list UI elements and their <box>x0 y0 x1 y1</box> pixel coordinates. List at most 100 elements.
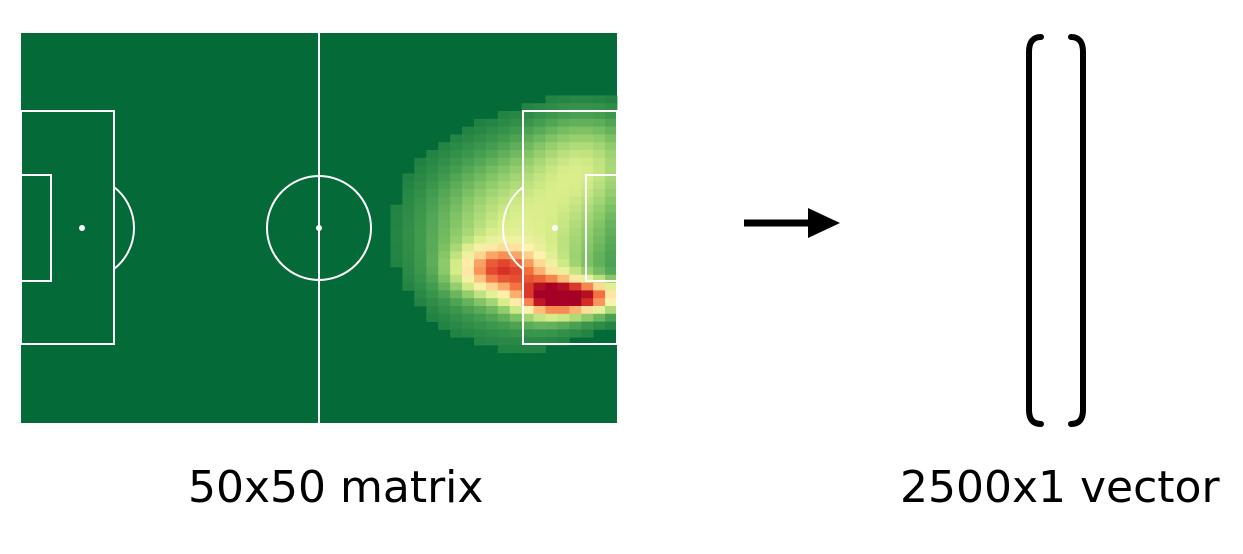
heatmap-cell <box>438 228 451 237</box>
heatmap-cell <box>402 274 415 283</box>
heatmap-cell <box>473 157 487 166</box>
heatmap-cell <box>509 345 523 354</box>
heatmap-cell <box>593 290 606 299</box>
right-bracket <box>1068 34 1086 427</box>
heatmap-cell <box>581 212 594 221</box>
heatmap-cell <box>485 181 499 190</box>
heatmap-cell <box>569 267 582 276</box>
heatmap-cell <box>414 298 427 307</box>
heatmap-cell <box>462 251 475 260</box>
heatmap-cell <box>557 243 570 252</box>
heatmap-cell <box>473 165 487 174</box>
heatmap-cell <box>581 157 594 166</box>
heatmap-cell <box>569 259 582 268</box>
heatmap-cell <box>521 181 534 190</box>
heatmap-cell <box>497 196 511 205</box>
heatmap-cell <box>581 290 594 299</box>
heatmap-cell <box>593 313 606 322</box>
heatmap-cell <box>557 228 570 237</box>
heatmap-cell <box>521 228 534 237</box>
vector-bracket-icon <box>1026 34 1086 427</box>
heatmap-cell <box>462 282 475 291</box>
heatmap-cell <box>533 126 546 135</box>
heatmap-cell <box>545 126 558 135</box>
heatmap-cell <box>414 282 427 291</box>
heatmap-cell <box>450 274 463 283</box>
heatmap-cell <box>545 165 558 174</box>
heatmap-cell <box>557 220 570 229</box>
heatmap-cell <box>426 228 439 237</box>
heatmap-cell <box>545 267 558 276</box>
heatmap-cell <box>438 181 451 190</box>
heatmap-cell <box>569 157 582 166</box>
heatmap-cell <box>485 165 499 174</box>
heatmap-cell <box>426 298 439 307</box>
heatmap-cell <box>557 196 570 205</box>
left-penalty-arc <box>113 186 136 270</box>
heatmap-cell <box>450 181 463 190</box>
heatmap-cell <box>521 337 534 346</box>
heatmap-cell <box>450 290 463 299</box>
heatmap-cell <box>533 150 546 159</box>
heatmap-cell <box>485 189 499 198</box>
heatmap-cell <box>581 228 594 237</box>
heatmap-cell <box>521 298 534 307</box>
heatmap-cell <box>545 220 558 229</box>
heatmap-cell <box>581 306 594 315</box>
heatmap-cell <box>485 267 499 276</box>
heatmap-cell <box>605 204 618 213</box>
heatmap-cell <box>473 298 487 307</box>
heatmap-cell <box>521 345 534 354</box>
heatmap-cell <box>485 313 499 322</box>
heatmap-cell <box>533 345 546 354</box>
heatmap-cell <box>485 259 499 268</box>
heatmap-cell <box>462 189 475 198</box>
heatmap-cell <box>605 95 618 104</box>
heatmap-cell <box>593 235 606 244</box>
heatmap-cell <box>473 329 487 338</box>
heatmap-cell <box>569 196 582 205</box>
heatmap-cell <box>605 173 618 182</box>
heatmap-cell <box>438 212 451 221</box>
heatmap-cell <box>533 274 546 283</box>
heatmap-cell <box>533 103 546 112</box>
heatmap-cell <box>450 228 463 237</box>
heatmap-cell <box>521 157 534 166</box>
heatmap-cell <box>497 306 511 315</box>
heatmap-cell <box>414 228 427 237</box>
heatmap-cell <box>450 321 463 330</box>
heatmap-cell <box>605 321 618 330</box>
heatmap-cell <box>485 243 499 252</box>
heatmap-cell <box>569 243 582 252</box>
heatmap-cell <box>414 181 427 190</box>
heatmap-cell <box>593 220 606 229</box>
heatmap-cell <box>605 189 618 198</box>
heatmap-cell <box>557 306 570 315</box>
heatmap-cell <box>533 306 546 315</box>
heatmap-cell <box>545 134 558 143</box>
heatmap-cell <box>557 118 570 127</box>
heatmap-cell <box>593 118 606 127</box>
heatmap-cell <box>438 165 451 174</box>
heatmap-cell <box>521 118 534 127</box>
heatmap-cell <box>473 228 487 237</box>
heatmap-cell <box>545 313 558 322</box>
heatmap-cell <box>593 212 606 221</box>
heatmap-cell <box>605 298 618 307</box>
heatmap-cell <box>545 274 558 283</box>
heatmap-cell <box>593 181 606 190</box>
heatmap-cell <box>593 157 606 166</box>
heatmap-cell <box>438 274 451 283</box>
heatmap-cell <box>485 157 499 166</box>
heatmap-cell <box>414 220 427 229</box>
heatmap-cell <box>485 228 499 237</box>
heatmap-cell <box>462 134 475 143</box>
heatmap-cell <box>569 134 582 143</box>
heatmap-cell <box>438 282 451 291</box>
heatmap-cell <box>533 329 546 338</box>
heatmap-cell <box>473 321 487 330</box>
heatmap-cell <box>509 228 523 237</box>
heatmap-cell <box>402 235 415 244</box>
heatmap-cell <box>557 103 570 112</box>
heatmap-cell <box>533 228 546 237</box>
